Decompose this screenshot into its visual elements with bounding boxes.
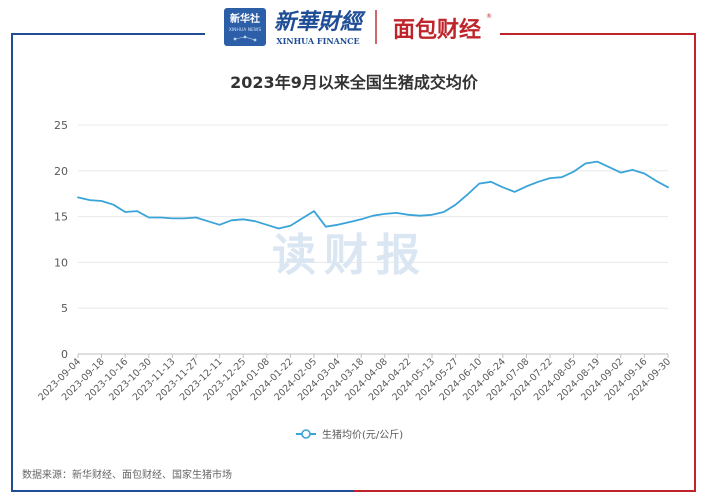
data-point[interactable] — [134, 208, 140, 214]
data-point[interactable] — [547, 175, 553, 181]
data-point[interactable] — [476, 181, 482, 187]
data-point[interactable] — [181, 215, 187, 221]
xinhua-finance-logo-subtext: XINHUA FINANCE — [276, 36, 359, 46]
header-logos: 新华社 XINHUA NEWS 新華財經 XINHUA FINANCE 面包财经… — [224, 8, 492, 46]
series-layer — [75, 159, 671, 232]
y-axis: 0 5 10 15 20 25 — [54, 119, 68, 361]
data-point[interactable] — [512, 189, 518, 195]
data-point[interactable] — [559, 174, 565, 180]
data-point[interactable] — [441, 209, 447, 215]
data-point[interactable] — [535, 179, 541, 185]
data-point[interactable] — [264, 222, 270, 228]
watermark-text: 读财报 — [272, 230, 428, 281]
data-point[interactable] — [299, 215, 305, 221]
data-point[interactable] — [429, 212, 435, 218]
data-point[interactable] — [146, 215, 152, 221]
data-point[interactable] — [228, 217, 234, 223]
series-line-0 — [77, 160, 669, 230]
data-point[interactable] — [169, 215, 175, 221]
data-point[interactable] — [464, 192, 470, 198]
data-point[interactable] — [405, 212, 411, 218]
data-point[interactable] — [488, 179, 494, 185]
frame-right-red — [354, 33, 696, 492]
frame — [11, 33, 696, 492]
data-source-note: 数据来源：新华财经、面包财经、国家生猪市场 — [22, 468, 232, 481]
data-point[interactable] — [394, 210, 400, 216]
data-point[interactable] — [417, 213, 423, 219]
y-tick-label: 20 — [54, 165, 68, 178]
y-tick-label: 0 — [61, 348, 68, 361]
data-point[interactable] — [87, 197, 93, 203]
data-point[interactable] — [665, 184, 671, 190]
xinhua-badge-text: 新华社 — [230, 12, 260, 25]
data-point[interactable] — [358, 216, 364, 222]
xinhua-finance-logo-text: 新華財經 — [274, 9, 366, 35]
y-tick-label: 5 — [61, 302, 68, 315]
data-point[interactable] — [323, 224, 329, 230]
data-point[interactable] — [287, 223, 293, 229]
data-point[interactable] — [122, 209, 128, 215]
xinhua-badge-subtext: XINHUA NEWS — [229, 27, 262, 33]
data-point[interactable] — [217, 222, 223, 228]
frame-left-blue — [11, 33, 354, 492]
data-point[interactable] — [205, 218, 211, 224]
data-point[interactable] — [641, 171, 647, 177]
chart-title: 2023年9月以来全国生猪成交均价 — [230, 73, 479, 92]
data-point[interactable] — [346, 219, 352, 225]
data-point[interactable] — [99, 198, 105, 204]
data-point[interactable] — [571, 169, 577, 175]
data-point[interactable] — [606, 164, 612, 170]
data-point[interactable] — [653, 178, 659, 184]
data-point[interactable] — [453, 202, 459, 208]
x-axis: 2023-09-042023-09-182023-10-162023-10-30… — [36, 353, 673, 403]
data-point[interactable] — [110, 202, 116, 208]
data-point[interactable] — [252, 218, 258, 224]
legend-label: 生猪均价(元/公斤) — [322, 428, 403, 441]
y-tick-label: 25 — [54, 119, 68, 132]
data-point[interactable] — [370, 213, 376, 219]
data-point[interactable] — [594, 159, 600, 165]
y-tick-label: 15 — [54, 211, 68, 224]
data-point[interactable] — [311, 208, 317, 214]
data-point[interactable] — [193, 215, 199, 221]
data-point[interactable] — [382, 211, 388, 217]
data-point[interactable] — [500, 184, 506, 190]
data-point[interactable] — [523, 183, 529, 189]
data-point[interactable] — [276, 226, 282, 232]
data-point[interactable] — [618, 170, 624, 176]
gridlines — [78, 124, 668, 309]
mianbao-caijing-logo-text: 面包财经 — [393, 17, 481, 43]
data-point[interactable] — [582, 161, 588, 167]
legend[interactable]: 生猪均价(元/公斤) — [296, 428, 403, 441]
data-point[interactable] — [240, 216, 246, 222]
data-point[interactable] — [335, 222, 341, 228]
legend-marker — [301, 429, 311, 439]
xinhua-badge-logo: 新华社 XINHUA NEWS — [224, 8, 266, 46]
data-point[interactable] — [75, 194, 81, 200]
data-point[interactable] — [630, 167, 636, 173]
registered-mark: ® — [486, 13, 492, 20]
data-point[interactable] — [158, 215, 164, 221]
y-tick-label: 10 — [54, 256, 68, 269]
